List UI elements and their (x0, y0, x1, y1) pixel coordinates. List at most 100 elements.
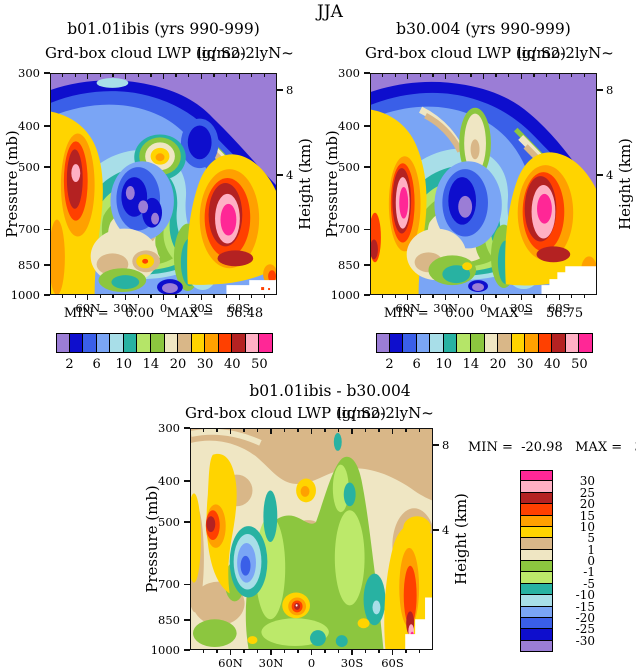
pressure-tick-label: 1000 (150, 643, 180, 657)
lat-tick-top (99, 74, 102, 77)
height-tick (433, 529, 439, 531)
lat-tick-top (270, 429, 272, 434)
pressure-tick-label: 700 (158, 577, 180, 592)
diff-legend-label: 15 (579, 508, 595, 523)
lat-tick-bottom (263, 295, 266, 298)
lat-tick-label: 60S (547, 301, 571, 315)
lat-tick-top (508, 74, 510, 77)
lat-tick-bottom (457, 295, 459, 298)
lat-tick-bottom (405, 650, 407, 653)
diff-legend-label: 25 (579, 485, 595, 500)
lat-tick-bottom (545, 295, 548, 298)
lat-tick-top (188, 74, 190, 77)
panel-diff-minmax: MIN = -20.98 MAX = 36.01 (468, 440, 636, 455)
contour-plot-diff (190, 428, 433, 650)
height-tick (277, 174, 283, 176)
lat-tick-top (61, 74, 64, 77)
colorbar-tick-label: 40 (544, 357, 561, 372)
lat-tick-top (112, 74, 114, 77)
pressure-tick (184, 480, 190, 482)
lat-tick-bottom (310, 650, 313, 655)
lat-tick-top (378, 429, 380, 432)
pressure-tick-label: 700 (338, 222, 360, 237)
lat-tick-bottom (188, 295, 190, 298)
colorbar-tick-label: 2 (65, 357, 74, 372)
lat-tick-top (571, 74, 573, 77)
lat-tick-bottom (283, 650, 286, 653)
colorbar-cell (231, 333, 246, 353)
pressure-tick (44, 125, 50, 127)
lat-tick-top (125, 74, 127, 79)
colorbar-cell (204, 333, 219, 353)
lat-tick-top (457, 74, 459, 77)
lat-tick-bottom (394, 295, 396, 298)
lat-tick-label: 60S (381, 656, 404, 670)
lat-tick-top (243, 429, 245, 432)
pressure-tick (184, 583, 190, 585)
lat-tick-bottom (225, 295, 228, 298)
lat-tick-bottom (125, 295, 127, 300)
lat-tick-label: 0 (479, 301, 488, 315)
lat-tick-bottom (137, 295, 139, 298)
colorbar-tick-label: 20 (489, 357, 507, 372)
contour-field-diff (191, 429, 432, 649)
height-axis-label: Height (km) (296, 138, 314, 230)
panel-right-title: b30.004 (yrs 990-999) (396, 20, 571, 38)
lat-tick-top (324, 429, 326, 432)
pressure-tick (364, 228, 370, 230)
lat-tick-bottom (202, 650, 205, 653)
lat-tick-bottom (150, 295, 152, 298)
lat-tick-label: 30N (433, 301, 458, 315)
diff-legend-label: 20 (579, 497, 595, 512)
colorbar-tick-label: 30 (516, 357, 534, 372)
lat-tick-bottom (175, 295, 177, 298)
lat-tick-top (297, 429, 299, 432)
lat-tick-bottom (558, 295, 560, 300)
diff-legend-label: 5 (587, 531, 595, 546)
pressure-tick-label: 500 (338, 160, 360, 175)
lat-tick-bottom (162, 295, 165, 300)
height-tick (277, 89, 283, 91)
pressure-axis-label: Pressure (mb) (323, 130, 341, 238)
colorbar-cell (163, 333, 179, 353)
height-tick-label: 4 (442, 523, 450, 537)
pressure-axis-label: Pressure (mb) (143, 485, 161, 593)
figure-title: JJA (317, 2, 343, 22)
panel-right-subtitle: Grd-box cloud LWP (g/m2) (365, 44, 567, 62)
colorbar-cell (415, 333, 431, 353)
pressure-tick-label: 300 (18, 66, 40, 80)
colorbar-tick-label: 30 (196, 357, 214, 372)
pressure-tick (364, 72, 370, 74)
lat-tick-bottom (99, 295, 102, 298)
pressure-tick (44, 228, 50, 230)
colorbar-cell (122, 333, 138, 353)
lat-tick-top (558, 74, 560, 79)
panel-diff-title: b01.01ibis - b30.004 (249, 382, 411, 400)
diff-legend-label: 0 (587, 554, 595, 568)
lat-tick-label: 60N (75, 301, 101, 315)
colorbar-cell (564, 333, 580, 353)
diff-legend-cell (520, 639, 553, 652)
lat-tick-bottom (432, 295, 434, 298)
diff-legend-label: -15 (575, 599, 595, 614)
pressure-tick-label: 500 (158, 515, 180, 530)
lat-tick-bottom (229, 650, 232, 655)
lat-tick-top (310, 429, 313, 434)
colorbar-tick-label: 40 (224, 357, 241, 372)
contour-field-left (51, 74, 276, 294)
colorbar-tick-label: 50 (251, 357, 268, 372)
pressure-tick-label: 850 (338, 258, 360, 273)
colorbar-cell (376, 333, 390, 353)
lat-tick-bottom (445, 295, 447, 300)
lat-tick-label: 30N (113, 301, 138, 315)
lat-tick-top (482, 74, 485, 79)
height-tick (597, 174, 603, 176)
pressure-tick (184, 521, 190, 523)
contour-plot-left (50, 73, 277, 295)
lat-tick-top (225, 74, 228, 77)
lat-tick-bottom (200, 295, 202, 300)
pressure-tick (364, 264, 370, 266)
lat-tick-top (137, 74, 139, 77)
lat-tick-bottom (337, 650, 340, 653)
